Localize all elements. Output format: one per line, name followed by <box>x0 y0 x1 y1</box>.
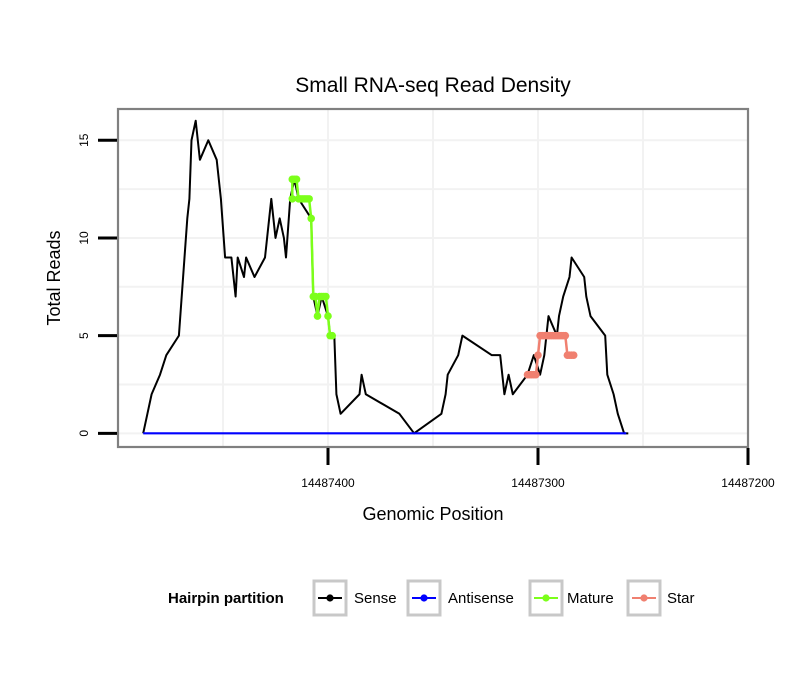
legend-label-sense: Sense <box>354 590 397 607</box>
y-axis-title: Total Reads <box>44 230 64 325</box>
y-tick-label-0: 0 <box>77 430 91 437</box>
series-star-point-4 <box>532 370 540 379</box>
legend: Hairpin partition Sense Antisense Mature St… <box>168 579 695 617</box>
y-tick-label-5: 5 <box>77 332 91 339</box>
legend-label-star: Star <box>667 590 695 607</box>
legend-label-mature: Mature <box>567 590 614 607</box>
series-star-point-22 <box>569 351 578 359</box>
legend-key-point-mature <box>542 594 550 602</box>
series-star-point-5 <box>534 351 542 359</box>
series-mature-point-3 <box>292 175 301 184</box>
grid <box>117 109 749 447</box>
x-tick-label-14487300: 14487300 <box>511 476 565 490</box>
series-mature-point-17 <box>322 292 330 301</box>
legend-key-point-antisense <box>420 594 428 602</box>
series-layer <box>142 119 629 435</box>
series-mature-point-0 <box>288 195 297 203</box>
series-mature-point-10 <box>307 214 316 223</box>
series-mature-point-13 <box>313 312 322 320</box>
x-axis-title: Genomic Position <box>362 504 503 524</box>
x-tick-label-14487200: 14487200 <box>721 476 775 490</box>
legend-label-antisense: Antisense <box>448 590 514 607</box>
panel-border <box>116 107 750 449</box>
x-tick-label-14487400: 14487400 <box>301 476 355 490</box>
legend-key-point-sense <box>326 594 334 602</box>
series-sense-line <box>142 119 629 435</box>
y-tick-label-15: 15 <box>77 133 91 147</box>
series-mature-point-20 <box>328 331 337 340</box>
legend-title: Hairpin partition <box>168 590 284 607</box>
axes: 0 5 10 15 14487400 14487300 14487200 <box>77 133 775 490</box>
series-star-point-18 <box>561 331 570 340</box>
chart-title: Small RNA-seq Read Density <box>295 74 571 97</box>
y-tick-label-10: 10 <box>77 231 91 245</box>
series-mature-point-9 <box>305 195 313 203</box>
legend-key-point-star <box>640 594 648 602</box>
series-mature-point-18 <box>324 312 332 320</box>
